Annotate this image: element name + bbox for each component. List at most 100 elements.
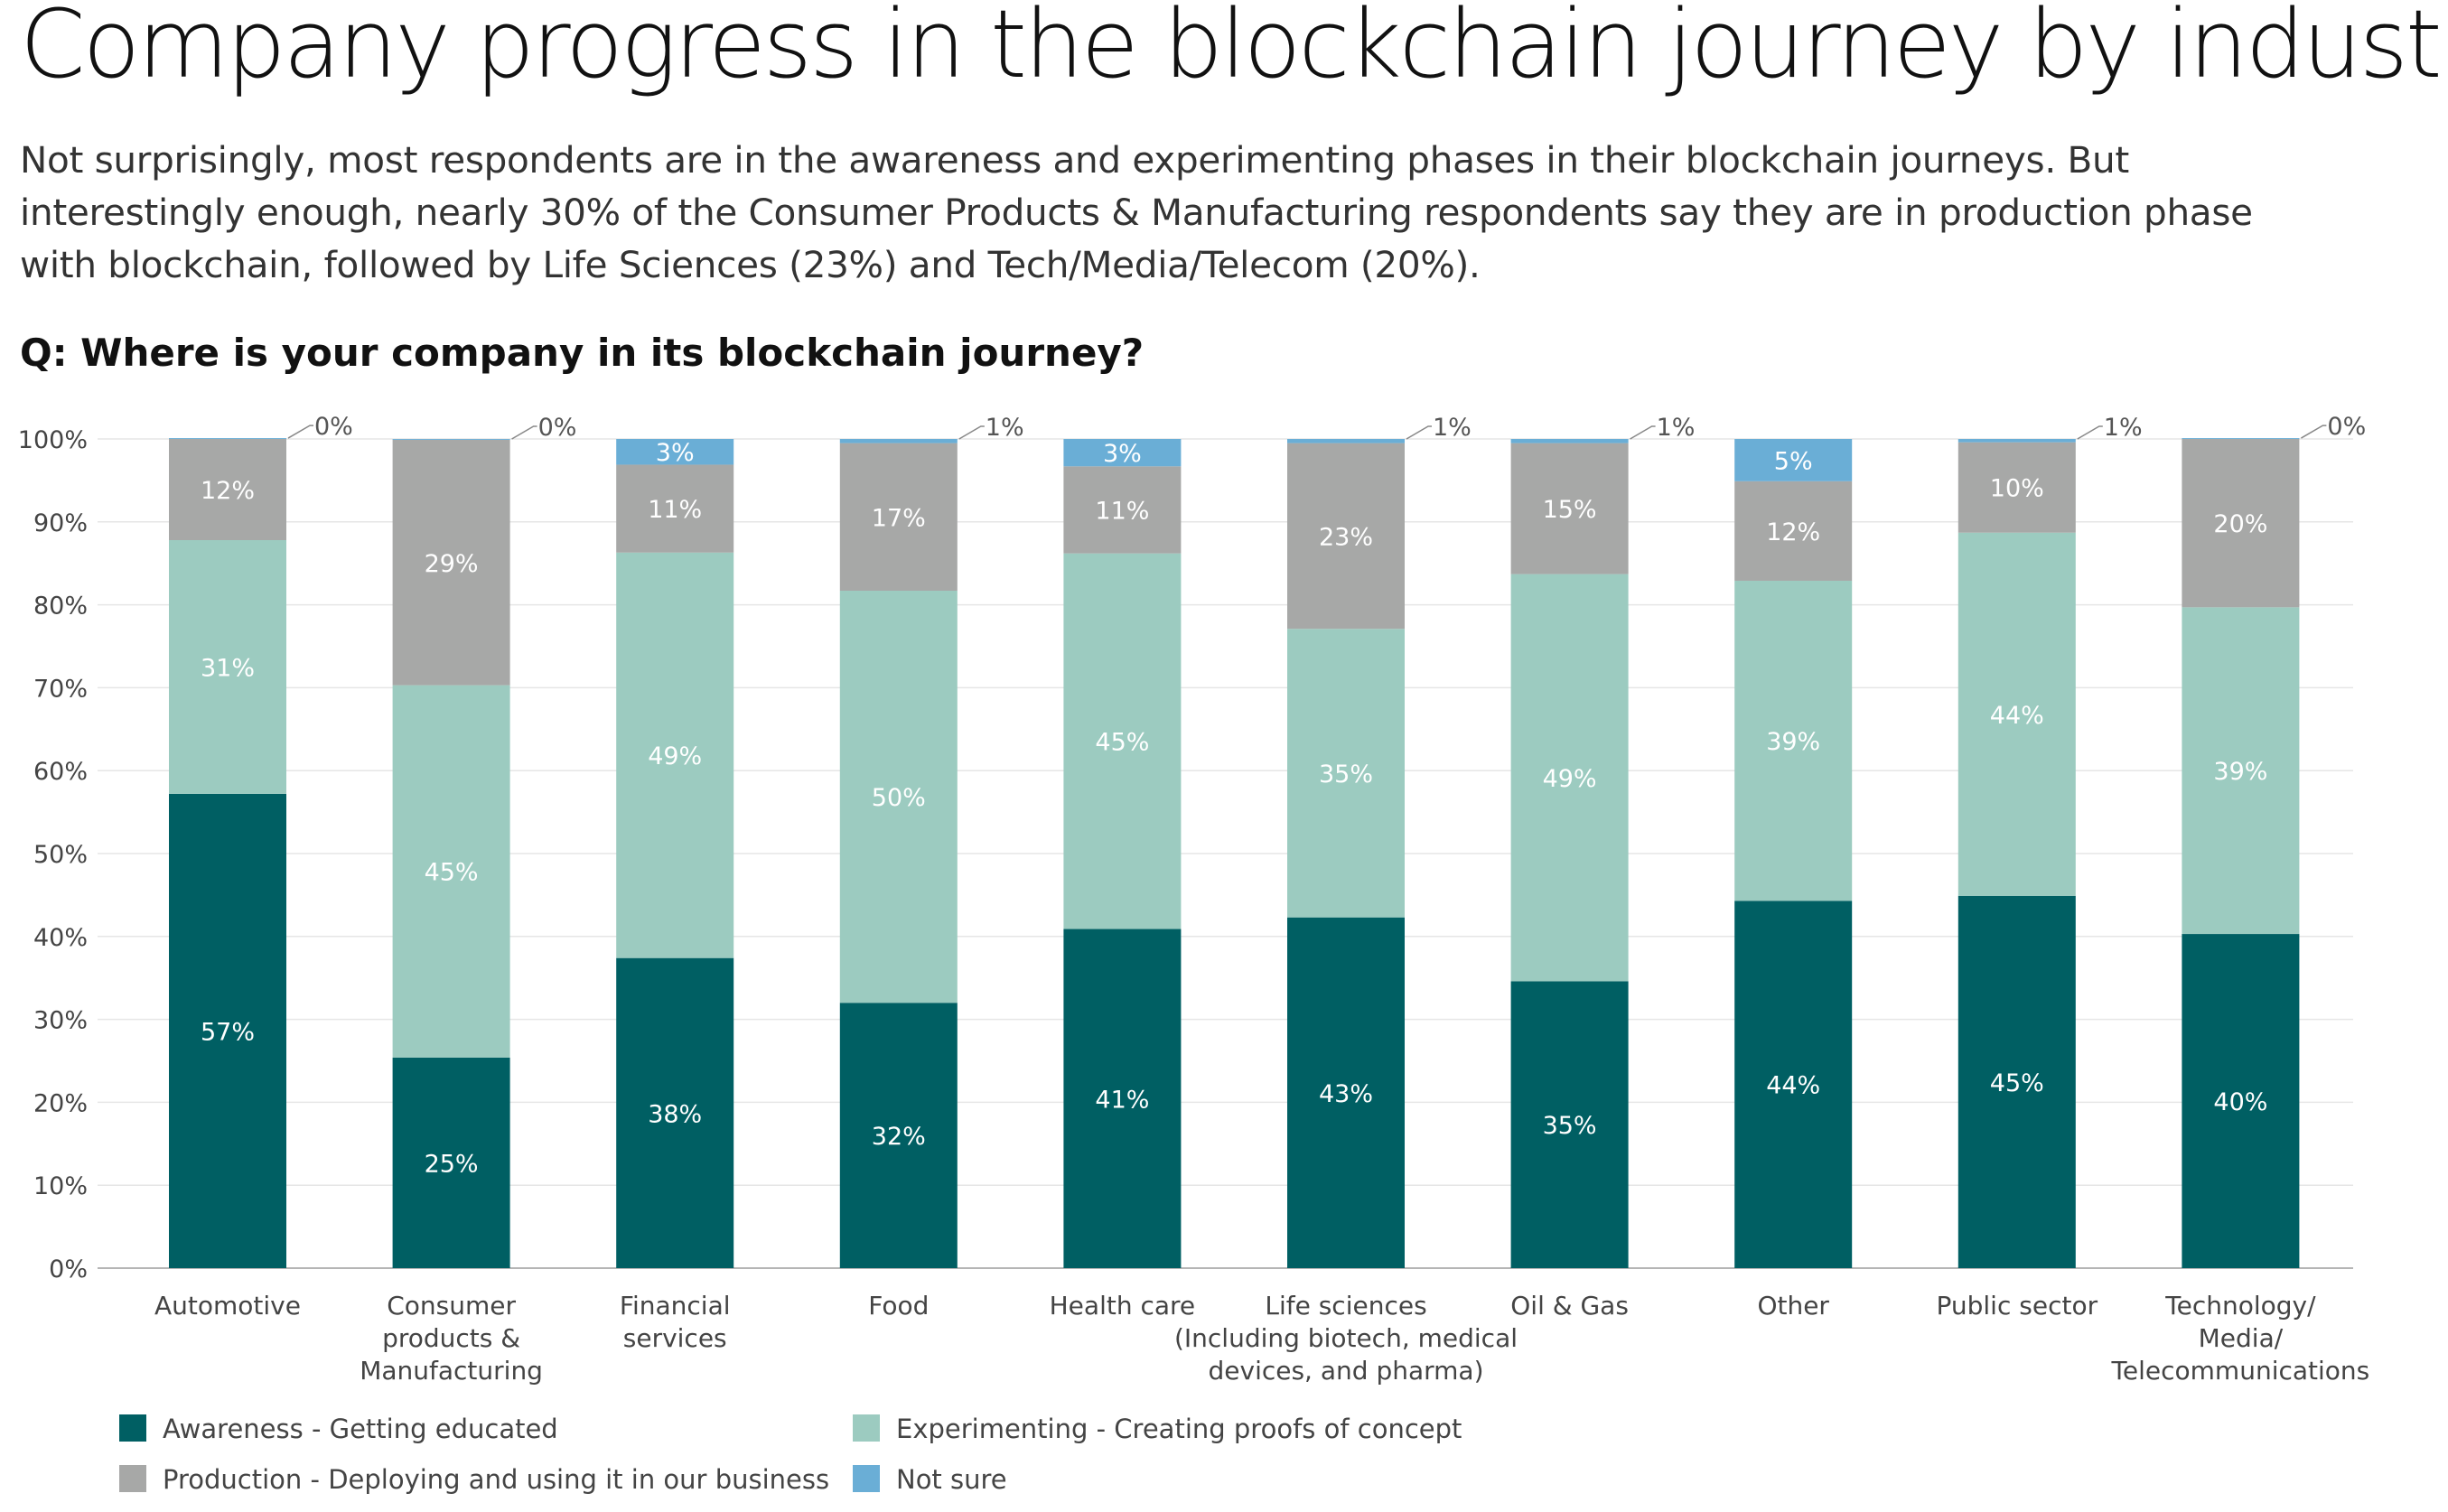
data-label: 39% bbox=[1766, 728, 1820, 756]
data-label: 23% bbox=[1319, 523, 1373, 551]
category-label: services bbox=[623, 1323, 727, 1353]
data-label-leader bbox=[2301, 425, 2327, 439]
category-label: (Including biotech, medical bbox=[1174, 1323, 1518, 1353]
bar-segment bbox=[1957, 439, 2076, 443]
bar-segment bbox=[2182, 607, 2300, 935]
data-label: 3% bbox=[1103, 440, 1142, 468]
data-label: 11% bbox=[1095, 497, 1149, 525]
y-tick-label: 80% bbox=[33, 593, 88, 621]
bar-segment bbox=[1063, 929, 1182, 1268]
bar-segment bbox=[1957, 532, 2076, 896]
bar-segment bbox=[1734, 901, 1853, 1268]
data-label-leader bbox=[1630, 425, 1656, 440]
bar-segment bbox=[1510, 981, 1629, 1268]
legend-swatch bbox=[119, 1465, 146, 1492]
data-label: 35% bbox=[1319, 761, 1373, 789]
category-label: Health care bbox=[1050, 1291, 1196, 1321]
data-label: 10% bbox=[1990, 475, 2044, 503]
category-label: Media/ bbox=[2199, 1323, 2284, 1353]
bar-segment bbox=[1957, 895, 2076, 1268]
y-tick-label: 10% bbox=[33, 1172, 88, 1200]
data-label: 5% bbox=[1774, 447, 1813, 475]
data-label: 45% bbox=[425, 859, 479, 887]
data-label: 0% bbox=[314, 413, 353, 441]
bar-segment bbox=[169, 793, 286, 1268]
data-label: 1% bbox=[1657, 414, 1696, 442]
category-label: Automotive bbox=[154, 1291, 301, 1321]
category-label: Consumer bbox=[387, 1291, 516, 1321]
y-tick-label: 30% bbox=[33, 1007, 88, 1035]
category-label: Life sciences bbox=[1265, 1291, 1426, 1321]
category-label: Manufacturing bbox=[360, 1356, 543, 1386]
bar-segment bbox=[1510, 443, 1629, 574]
data-label: 0% bbox=[2327, 413, 2366, 441]
bar-segment bbox=[839, 590, 958, 1003]
data-label: 15% bbox=[1543, 496, 1597, 524]
legend-label: Awareness - Getting educated bbox=[163, 1414, 558, 1444]
data-label: 1% bbox=[2104, 414, 2143, 442]
data-label: 31% bbox=[201, 654, 255, 682]
y-tick-label: 90% bbox=[33, 509, 88, 537]
bar-segment bbox=[1510, 439, 1629, 443]
data-label-leader bbox=[1406, 425, 1432, 440]
bar-segment bbox=[616, 552, 734, 958]
legend-label: Production - Deploying and using it in o… bbox=[163, 1464, 829, 1495]
bar-segment bbox=[839, 443, 958, 591]
bar-segment bbox=[169, 438, 286, 439]
y-tick-label: 100% bbox=[18, 426, 88, 454]
legend-swatch bbox=[853, 1414, 880, 1442]
y-tick-label: 0% bbox=[49, 1255, 88, 1283]
category-label: Technology/ bbox=[2164, 1291, 2316, 1321]
bar-segment bbox=[1510, 574, 1629, 982]
data-label: 57% bbox=[201, 1018, 255, 1046]
category-label: Food bbox=[868, 1291, 929, 1321]
bar-segment bbox=[1734, 439, 1853, 481]
category-label: devices, and pharma) bbox=[1209, 1356, 1484, 1386]
bar-segment bbox=[1734, 481, 1853, 581]
data-label: 45% bbox=[1990, 1069, 2044, 1097]
legend-label: Not sure bbox=[896, 1464, 1007, 1495]
y-tick-label: 60% bbox=[33, 758, 88, 786]
data-label: 11% bbox=[648, 496, 702, 524]
data-label: 35% bbox=[1543, 1112, 1597, 1140]
bar-segment bbox=[1063, 439, 1182, 467]
data-label-leader bbox=[287, 425, 313, 439]
bar-segment bbox=[1063, 553, 1182, 929]
y-tick-label: 40% bbox=[33, 924, 88, 952]
data-label: 39% bbox=[2213, 758, 2267, 786]
data-label: 0% bbox=[538, 414, 577, 442]
y-tick-label: 70% bbox=[33, 675, 88, 703]
data-label: 49% bbox=[1543, 765, 1597, 793]
data-label-leader bbox=[2077, 425, 2103, 440]
bar-segment bbox=[1734, 580, 1853, 901]
category-label: Oil & Gas bbox=[1510, 1291, 1629, 1321]
data-label: 44% bbox=[1990, 702, 2044, 730]
data-label: 45% bbox=[1095, 729, 1149, 757]
bar-segment bbox=[1287, 629, 1405, 918]
data-label: 25% bbox=[425, 1150, 479, 1178]
bar-segment bbox=[616, 464, 734, 553]
data-label: 43% bbox=[1319, 1080, 1373, 1108]
bar-segment bbox=[392, 439, 510, 686]
bar-segment bbox=[2182, 438, 2300, 439]
category-label: Other bbox=[1757, 1291, 1829, 1321]
bar-segment bbox=[1957, 442, 2076, 533]
category-label: Telecommunications bbox=[2111, 1356, 2370, 1386]
bar-segment bbox=[839, 439, 958, 443]
data-label: 12% bbox=[201, 477, 255, 505]
legend-swatch bbox=[119, 1414, 146, 1442]
category-label: products & bbox=[382, 1323, 520, 1353]
chart-subtitle: Not surprisingly, most respondents are i… bbox=[20, 138, 2253, 286]
bar-segment bbox=[392, 685, 510, 1058]
bar-segment bbox=[616, 957, 734, 1268]
chart-title: Company progress in the blockchain journ… bbox=[20, 0, 2448, 99]
y-tick-label: 50% bbox=[33, 841, 88, 869]
data-label: 1% bbox=[1433, 414, 1472, 442]
data-label: 32% bbox=[872, 1123, 926, 1151]
survey-question: Q: Where is your company in its blockcha… bbox=[20, 331, 1145, 375]
data-label: 3% bbox=[656, 439, 695, 467]
data-label-leader bbox=[958, 425, 985, 440]
bar-segment bbox=[169, 539, 286, 794]
category-label: Financial bbox=[620, 1291, 731, 1321]
